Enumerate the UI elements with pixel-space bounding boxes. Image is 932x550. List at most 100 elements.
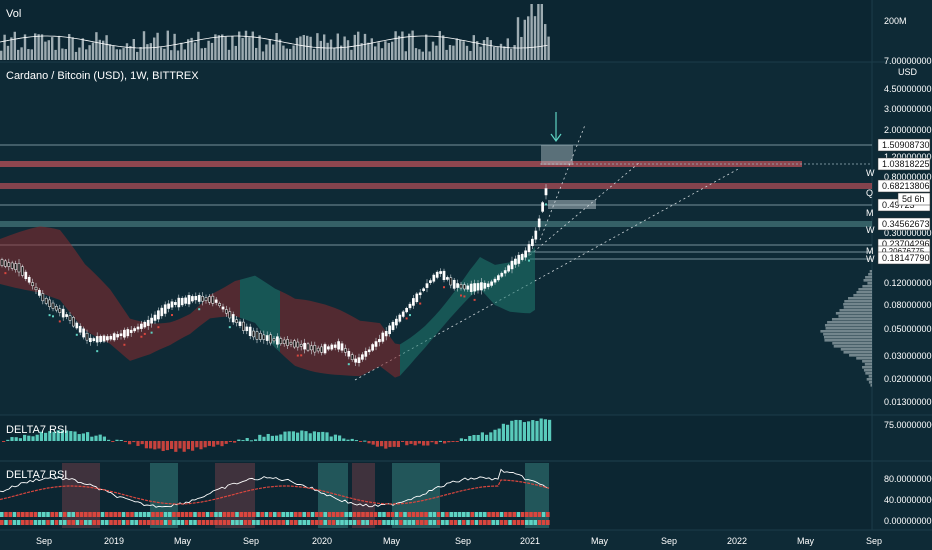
rsi-strip-cell: [63, 512, 67, 517]
candle-body: [415, 293, 419, 303]
countdown-tag: 5d 6h: [897, 192, 931, 206]
rsi-strip-cell: [491, 512, 495, 517]
rsi-strip-cell: [197, 512, 201, 517]
rsi-strip-cell: [445, 512, 449, 517]
rsi-histogram-bar: [228, 441, 232, 442]
rsi-strip-cell: [210, 520, 214, 525]
candle-body: [194, 296, 198, 301]
price-axis-label: 0.01300000: [884, 397, 932, 407]
rsi-strip-cell: [294, 520, 298, 525]
volume-bar: [384, 41, 387, 60]
candle-body: [361, 354, 364, 360]
rsi-strip-cell: [357, 520, 361, 525]
profile-bar: [862, 360, 872, 363]
volume-bar: [414, 48, 418, 60]
candle-body: [265, 335, 269, 341]
rsi-strip-cell: [189, 520, 193, 525]
rsi-strip-cell: [71, 512, 75, 517]
rsi-strip-cell: [352, 512, 357, 517]
rsi-strip-cell: [382, 520, 386, 525]
volume-bar: [193, 42, 197, 60]
rsi-strip-cell: [394, 520, 399, 525]
candle-body: [208, 296, 211, 303]
candle-body: [544, 188, 548, 196]
volume-bar: [173, 33, 176, 60]
volume-bar: [537, 4, 540, 60]
volume-bar: [350, 49, 353, 60]
rsi-strip-cell: [193, 512, 197, 517]
candle-body: [490, 281, 493, 286]
profile-bar: [820, 330, 872, 333]
rsi-zone: [62, 463, 100, 528]
volume-bar: [340, 45, 343, 60]
candle-body: [418, 292, 422, 296]
rsi-strip-cell: [92, 520, 96, 525]
rsi-strip-cell: [466, 512, 470, 517]
rsi-strip-cell: [466, 520, 470, 525]
rsi-strip-cell: [151, 520, 155, 525]
rsi-strip-cell: [193, 520, 197, 525]
x-axis-label: 2022: [727, 536, 747, 546]
volume-bar: [98, 39, 101, 60]
volume-bar: [489, 40, 492, 60]
candles-layer: [0, 184, 548, 367]
rsi-strip-cell: [67, 520, 71, 525]
rsi-strip-cell: [504, 512, 508, 517]
volume-bar: [282, 45, 285, 60]
volume-bar: [493, 46, 496, 60]
candle-body: [344, 348, 347, 353]
volume-bar: [540, 4, 543, 60]
rsi-strip-cell: [46, 512, 50, 517]
volume-bar: [204, 47, 207, 60]
rsi-strip-cell: [277, 520, 281, 525]
rsi-histogram-bar: [346, 439, 350, 441]
price-tag: 1.03818225: [877, 157, 931, 171]
rsi-strip-cell: [79, 520, 84, 525]
rsi-strip-cell: [117, 512, 122, 517]
candle-body: [225, 309, 228, 314]
candle-body: [429, 280, 432, 283]
rsi-strip-cell: [403, 520, 407, 525]
rsi-strip-cell: [0, 520, 4, 525]
candle-body: [384, 331, 388, 337]
rsi-histogram-bar: [392, 441, 396, 447]
rsi-histogram-bar: [451, 441, 455, 442]
rsi-zone: [150, 463, 178, 528]
rsi-strip-cell: [176, 520, 180, 525]
volume-bar: [142, 31, 146, 60]
candle-body: [367, 349, 371, 353]
volume-bar: [479, 46, 482, 60]
rsi-strip-cell: [21, 520, 25, 525]
volume-bar: [6, 45, 10, 60]
candle-body: [514, 258, 517, 265]
candle-body: [316, 347, 320, 352]
rsi-strip-cell: [445, 520, 449, 525]
volume-bar: [333, 47, 336, 60]
volume-bar: [323, 34, 326, 60]
volume-bar: [438, 31, 441, 60]
price-tag-text: 1.03818225: [882, 159, 930, 169]
rsi-strip-cell: [462, 512, 466, 517]
candle-body: [289, 341, 293, 345]
volume-bar: [166, 30, 169, 60]
volume-bar: [27, 49, 30, 60]
rsi-strip-cell: [63, 520, 67, 525]
candle-body: [327, 346, 330, 350]
rsi-strip-cell: [541, 512, 546, 517]
rsi-strip-cell: [100, 512, 105, 517]
candle-body: [231, 314, 235, 323]
candle-body: [357, 357, 361, 363]
rsi-strip-cell: [529, 512, 533, 517]
rsi-histogram-bar: [23, 434, 27, 441]
rsi-strip-cell: [50, 512, 54, 517]
candle-body: [0, 259, 4, 266]
candle-body: [531, 238, 534, 246]
resistance-band: [0, 161, 802, 167]
rsi-strip-cell: [394, 512, 399, 517]
x-axis-label: May: [383, 536, 401, 546]
x-axis-label: Sep: [455, 536, 471, 546]
rsi-strip-cell: [428, 520, 432, 525]
profile-bar: [856, 291, 872, 294]
rsi-strip-cell: [483, 520, 487, 525]
candle-body: [191, 296, 194, 302]
